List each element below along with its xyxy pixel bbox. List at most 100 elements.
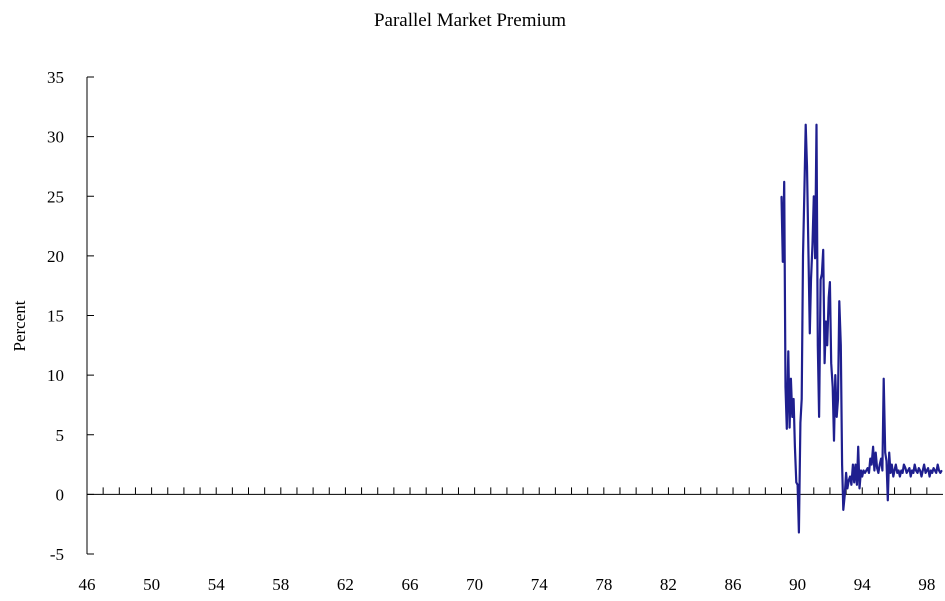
data-point: [914, 464, 916, 466]
data-point: [842, 509, 844, 511]
chart-title: Parallel Market Premium: [374, 10, 566, 31]
y-tick-label: -5: [50, 545, 64, 564]
series-layer: [780, 123, 943, 534]
y-tick-label: 10: [47, 366, 64, 385]
data-point: [824, 362, 826, 364]
data-point: [879, 464, 881, 466]
data-point: [880, 458, 882, 460]
data-point: [925, 472, 927, 474]
x-ticks: 46 50 54 58 62 66 70 74 78 82 86 90 94 98: [79, 487, 935, 594]
data-point: [939, 472, 941, 474]
data-point: [904, 467, 907, 469]
data-point: [841, 464, 843, 466]
data-point: [784, 386, 787, 388]
data-point: [877, 472, 880, 474]
data-point: [911, 469, 913, 472]
x-tick-label: 62: [337, 575, 354, 594]
data-point: [898, 469, 900, 472]
data-point: [893, 469, 896, 472]
data-point: [919, 469, 921, 472]
data-point: [809, 332, 811, 334]
data-point: [813, 195, 815, 197]
data-point: [840, 344, 842, 346]
data-point: [926, 469, 928, 472]
data-point: [934, 469, 936, 472]
data-point: [889, 472, 892, 474]
data-point: [789, 427, 791, 429]
data-point: [899, 475, 901, 478]
data-point: [844, 493, 846, 495]
data-point: [935, 472, 937, 474]
data-point: [873, 469, 876, 472]
data-point: [865, 469, 867, 472]
data-point: [856, 484, 858, 486]
data-point: [896, 472, 898, 474]
data-point: [923, 464, 925, 466]
data-point: [918, 467, 920, 469]
data-point: [845, 472, 847, 474]
data-point: [933, 467, 935, 469]
data-point: [818, 416, 820, 418]
data-point: [885, 460, 888, 462]
data-point: [815, 124, 818, 126]
data-point: [850, 484, 853, 486]
y-tick-label: 15: [47, 307, 64, 326]
x-tick-label: 66: [402, 575, 419, 594]
data-point: [798, 531, 800, 534]
data-point: [806, 165, 808, 167]
data-point: [891, 464, 893, 466]
data-point: [799, 422, 802, 424]
data-point: [861, 475, 863, 478]
data-point: [817, 344, 819, 346]
data-point: [900, 469, 902, 472]
data-point: [915, 469, 917, 472]
data-point: [872, 446, 874, 448]
x-tick-label: 54: [208, 575, 226, 594]
data-point: [906, 472, 908, 474]
data-point: [929, 475, 931, 478]
data-point: [829, 281, 831, 283]
data-point: [888, 452, 890, 454]
data-point: [931, 472, 933, 474]
data-point: [791, 416, 793, 418]
data-point: [787, 350, 789, 352]
data-point: [862, 469, 865, 472]
data-point: [793, 398, 795, 400]
data-point: [795, 481, 797, 483]
data-point: [801, 398, 803, 400]
data-point: [869, 458, 871, 460]
data-point: [828, 297, 830, 299]
x-tick-label: 98: [918, 575, 935, 594]
y-tick-label: 35: [47, 68, 64, 87]
x-tick-label: 74: [531, 575, 549, 594]
data-point: [820, 279, 822, 281]
data-point: [938, 469, 940, 472]
data-point: [910, 475, 912, 478]
data-point: [857, 446, 859, 448]
data-point: [790, 378, 792, 380]
data-point: [797, 484, 799, 486]
y-tick-label: 20: [47, 247, 64, 266]
data-point: [833, 440, 835, 442]
data-point: [811, 243, 814, 245]
data-point: [860, 469, 862, 472]
data-point: [830, 362, 832, 364]
data-point: [864, 472, 866, 474]
data-point: [802, 255, 804, 257]
data-point: [834, 374, 836, 376]
data-point: [922, 469, 924, 472]
data-point: [794, 446, 796, 448]
x-tick-label: 50: [143, 575, 160, 594]
data-point: [903, 464, 905, 466]
data-point: [876, 467, 878, 469]
y-ticks: -5 0 5 10 15 20 25 30 35: [47, 68, 94, 564]
x-tick-label: 90: [789, 575, 806, 594]
data-point: [858, 487, 861, 489]
data-point: [868, 472, 870, 474]
x-tick-label: 82: [660, 575, 677, 594]
data-point: [927, 467, 929, 469]
data-point: [884, 452, 886, 454]
data-point: [838, 300, 840, 302]
data-point: [941, 469, 943, 472]
